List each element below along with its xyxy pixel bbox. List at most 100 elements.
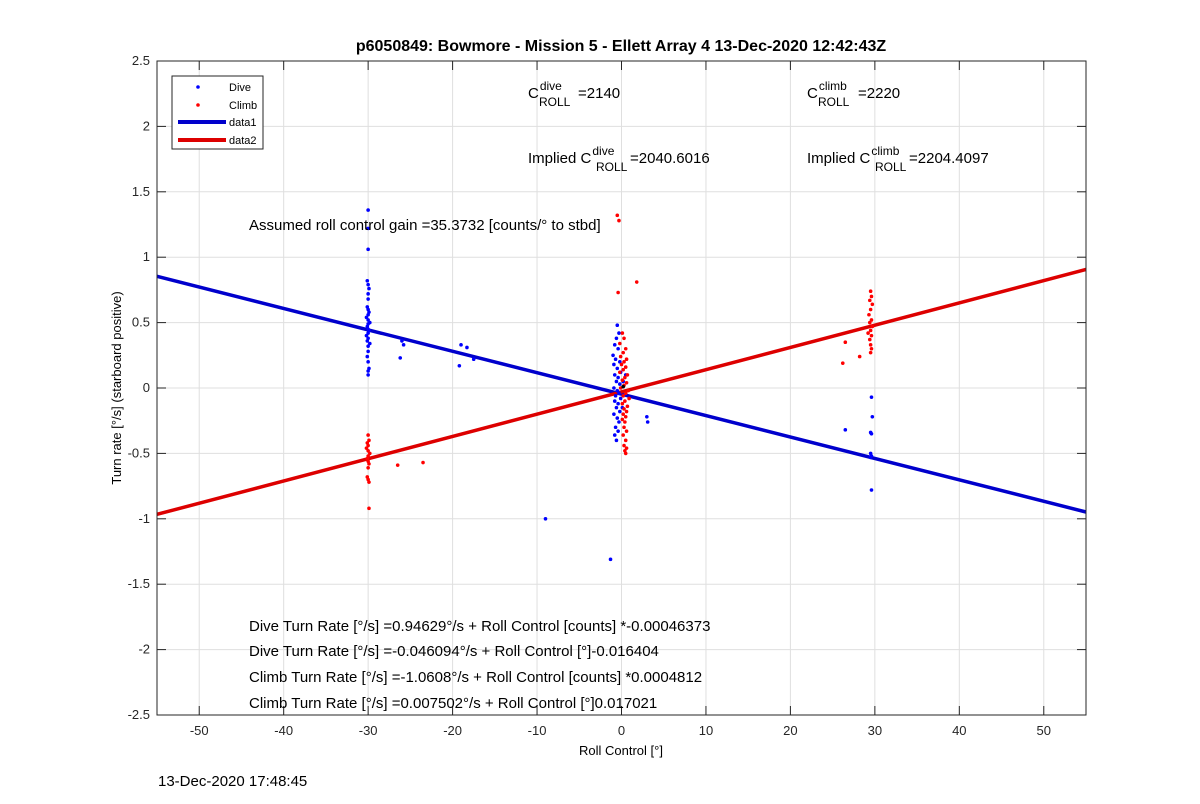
point-dive (618, 396, 623, 401)
y-tick-label: 2.5 (132, 53, 150, 68)
x-tick-label: 40 (952, 723, 966, 738)
x-tick-label: 50 (1037, 723, 1051, 738)
point-dive (612, 433, 617, 437)
point-climb (368, 451, 372, 456)
point-dive (364, 315, 369, 320)
point-dive (617, 420, 621, 424)
point-dive (366, 369, 370, 373)
point-climb (868, 343, 873, 347)
point-climb (857, 354, 862, 359)
svg-text:=2204.4097: =2204.4097 (909, 150, 989, 167)
point-dive (366, 331, 370, 335)
point-climb (624, 446, 629, 450)
svg-text:ROLL: ROLL (875, 160, 907, 174)
svg-text:=2140: =2140 (578, 85, 620, 102)
annotation-c-roll-climb: Cclimb ROLL =2220 (807, 79, 900, 109)
annotation-gain: Assumed roll control gain =35.3732 [coun… (249, 217, 601, 234)
annotation-implied-climb: Implied Cclimb ROLL =2204.4097 (807, 144, 989, 174)
point-dive (365, 354, 370, 359)
point-climb (626, 388, 631, 393)
point-climb (843, 340, 848, 345)
point-climb (623, 420, 627, 424)
point-dive (366, 247, 370, 252)
point-climb (624, 409, 629, 414)
point-dive (614, 336, 619, 341)
point-climb (367, 480, 371, 484)
point-dive (614, 438, 619, 443)
point-climb (868, 328, 873, 333)
point-dive (612, 343, 617, 347)
point-climb (367, 506, 371, 511)
point-climb (622, 360, 626, 364)
x-tick-label: 10 (699, 723, 713, 738)
point-dive (614, 379, 619, 384)
point-climb (623, 399, 627, 403)
x-tick-label: -50 (190, 723, 209, 738)
y-tick-label: -2 (138, 642, 150, 657)
point-dive (608, 557, 613, 562)
point-climb (625, 373, 630, 377)
point-climb (623, 438, 628, 443)
point-dive (465, 345, 469, 350)
point-dive (870, 414, 875, 419)
origin-marker (621, 384, 625, 389)
point-dive (615, 416, 620, 420)
point-climb (618, 341, 622, 346)
point-climb (869, 333, 874, 338)
point-dive (364, 333, 369, 338)
point-dive (367, 286, 371, 291)
point-dive (612, 373, 617, 377)
legend-box (171, 75, 264, 150)
point-climb (367, 438, 371, 443)
point-climb (366, 443, 370, 448)
data-points (364, 208, 875, 562)
legend-label-data1: data1 (229, 117, 257, 129)
point-climb (624, 380, 629, 385)
point-dive (366, 312, 370, 317)
point-dive (612, 412, 616, 416)
point-climb (367, 462, 371, 466)
point-climb (625, 404, 630, 409)
point-climb (623, 414, 628, 419)
point-dive (616, 401, 620, 406)
y-tick-label: 0.5 (132, 315, 150, 330)
point-dive (843, 428, 848, 432)
point-climb (622, 407, 626, 411)
legend-marker-dive (196, 85, 200, 89)
point-climb (621, 412, 625, 416)
legend-marker-climb (196, 103, 200, 107)
point-climb (366, 448, 370, 453)
y-tick-label: 1 (143, 249, 150, 264)
point-climb (869, 346, 874, 351)
annotation-implied-dive: Implied Cdive ROLL =2040.6016 (528, 144, 710, 174)
point-climb (627, 396, 631, 401)
point-dive (869, 488, 874, 492)
svg-text:ROLL: ROLL (818, 95, 850, 109)
chart-title: p6050849: Bowmore - Mission 5 - Ellett A… (356, 38, 887, 55)
point-climb (623, 365, 628, 369)
point-climb (622, 443, 626, 448)
point-climb (619, 362, 624, 367)
point-climb (622, 425, 626, 430)
x-tick-label: 20 (783, 723, 797, 738)
point-dive (366, 297, 370, 301)
point-dive (543, 517, 548, 521)
point-dive (618, 409, 622, 414)
x-tick-label: -40 (274, 723, 293, 738)
point-climb (623, 391, 628, 396)
point-climb (870, 302, 875, 307)
fit-line-data2 (156, 267, 1087, 517)
y-tick-label: -1.5 (128, 576, 150, 591)
point-climb (621, 367, 625, 372)
point-dive (613, 394, 618, 398)
legend-label-data2: data2 (229, 135, 257, 147)
point-dive (398, 356, 403, 360)
point-dive (400, 339, 404, 343)
point-dive (401, 343, 406, 347)
point-dive (618, 360, 622, 364)
x-tick-label: -10 (528, 723, 547, 738)
point-climb (867, 312, 871, 317)
point-climb (623, 375, 627, 380)
point-climb (395, 463, 400, 467)
